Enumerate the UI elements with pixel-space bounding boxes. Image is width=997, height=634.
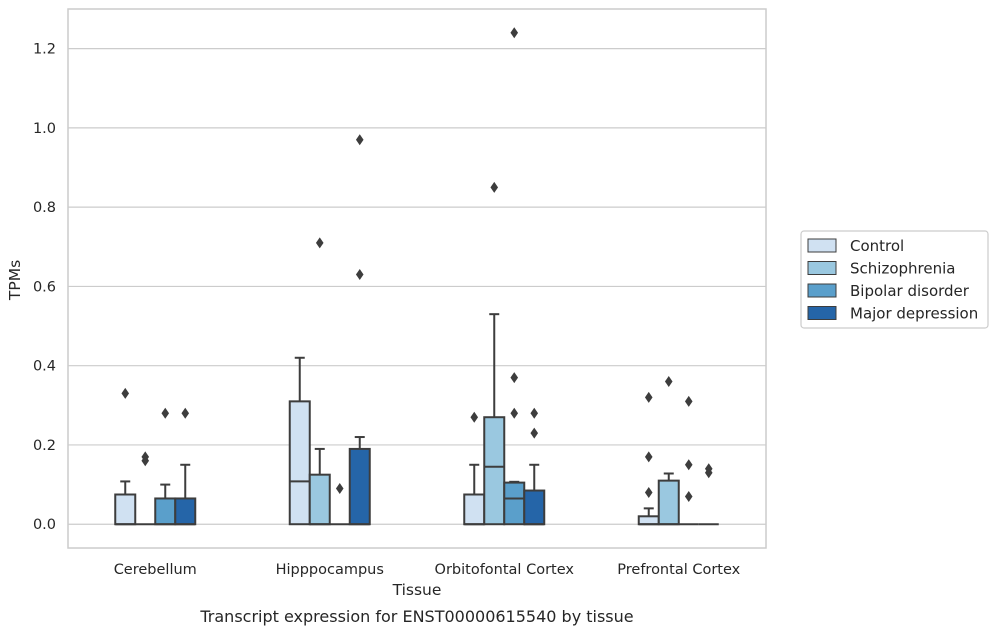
outlier-point: [510, 372, 519, 384]
outlier-point: [684, 395, 693, 407]
box-group: [154, 407, 177, 526]
box-rect: [288, 400, 311, 526]
legend-label: Control: [850, 237, 904, 255]
plot-frame: [67, 8, 767, 549]
legend-swatch: [807, 238, 837, 253]
x-tick-label: Orbitofontal Cortex: [435, 562, 575, 578]
box-rect: [114, 493, 137, 526]
y-tick-label: 0.0: [33, 517, 56, 533]
outlier-point: [121, 387, 130, 399]
box-rect: [154, 497, 177, 526]
x-tick-label: Hipppocampus: [276, 562, 384, 578]
outlier-point: [704, 463, 713, 475]
y-tick-label: 0.6: [33, 279, 56, 295]
box-rect: [503, 481, 526, 526]
box-rect: [348, 447, 371, 526]
box-group: [483, 181, 506, 526]
box-rect: [483, 416, 506, 526]
legend-swatch: [807, 283, 837, 298]
y-tick-label: 1.2: [33, 42, 56, 58]
y-tick-label: 1.0: [33, 121, 56, 137]
legend-swatch: [807, 261, 837, 275]
outlier-point: [335, 483, 344, 495]
outlier-point: [315, 237, 324, 249]
box-rect: [523, 489, 546, 526]
box-group: [329, 483, 350, 526]
box-rect: [463, 493, 486, 526]
y-tick-label: 0.8: [33, 200, 56, 216]
legend-label: Bipolar disorder: [850, 282, 970, 300]
x-tick-label: Cerebellum: [114, 562, 197, 578]
outlier-point: [490, 181, 499, 193]
box-group: [523, 407, 546, 526]
x-axis-ticks: Cerebellum Hipppocampus Orbitofontal Corte…: [114, 562, 741, 578]
legend-label: Major depression: [850, 305, 978, 323]
outlier-point: [510, 407, 519, 419]
outlier-point: [664, 376, 673, 388]
box-group: [288, 356, 311, 526]
outlier-point: [530, 427, 539, 439]
y-tick-label: 0.2: [33, 438, 56, 454]
outlier-point: [644, 451, 653, 463]
box-rect: [637, 515, 660, 526]
outlier-point: [355, 269, 364, 281]
box-group: [308, 237, 331, 526]
legend: Control Schizophrenia Bipolar disorder Majo…: [800, 230, 989, 329]
y-axis-ticks: 0.0 0.2 0.4 0.6 0.8 1.0 1.2: [33, 42, 56, 534]
outlier-point: [181, 407, 190, 419]
box-rect: [657, 479, 680, 526]
box-rect: [308, 473, 331, 526]
outlier-point: [684, 459, 693, 471]
box-group: [503, 27, 526, 526]
box-group: [698, 463, 719, 526]
y-axis-title: TPMs: [6, 260, 24, 301]
outlier-point: [684, 490, 693, 502]
box-rect: [174, 497, 197, 526]
outlier-point: [530, 407, 539, 419]
outlier-point: [644, 391, 653, 403]
box-group: [174, 407, 197, 526]
outlier-point: [470, 411, 479, 423]
outlier-point: [141, 451, 150, 463]
legend-swatch: [807, 306, 837, 320]
outlier-point: [161, 407, 170, 419]
x-tick-label: Prefrontal Cortex: [617, 562, 740, 578]
box-marks: [114, 27, 719, 526]
box-group: [135, 451, 156, 526]
outlier-point: [644, 487, 653, 499]
box-group: [114, 387, 137, 526]
x-axis-title: Tissue: [392, 581, 442, 599]
box-group: [348, 134, 371, 526]
box-group: [657, 376, 680, 526]
chart-caption: Transcript expression for ENST0000061554…: [199, 607, 633, 626]
legend-label: Schizophrenia: [850, 260, 955, 278]
outlier-point: [355, 134, 364, 146]
box-group: [678, 395, 699, 526]
y-tick-label: 0.4: [33, 359, 56, 375]
outlier-point: [510, 27, 519, 39]
legend-frame: [800, 230, 989, 329]
